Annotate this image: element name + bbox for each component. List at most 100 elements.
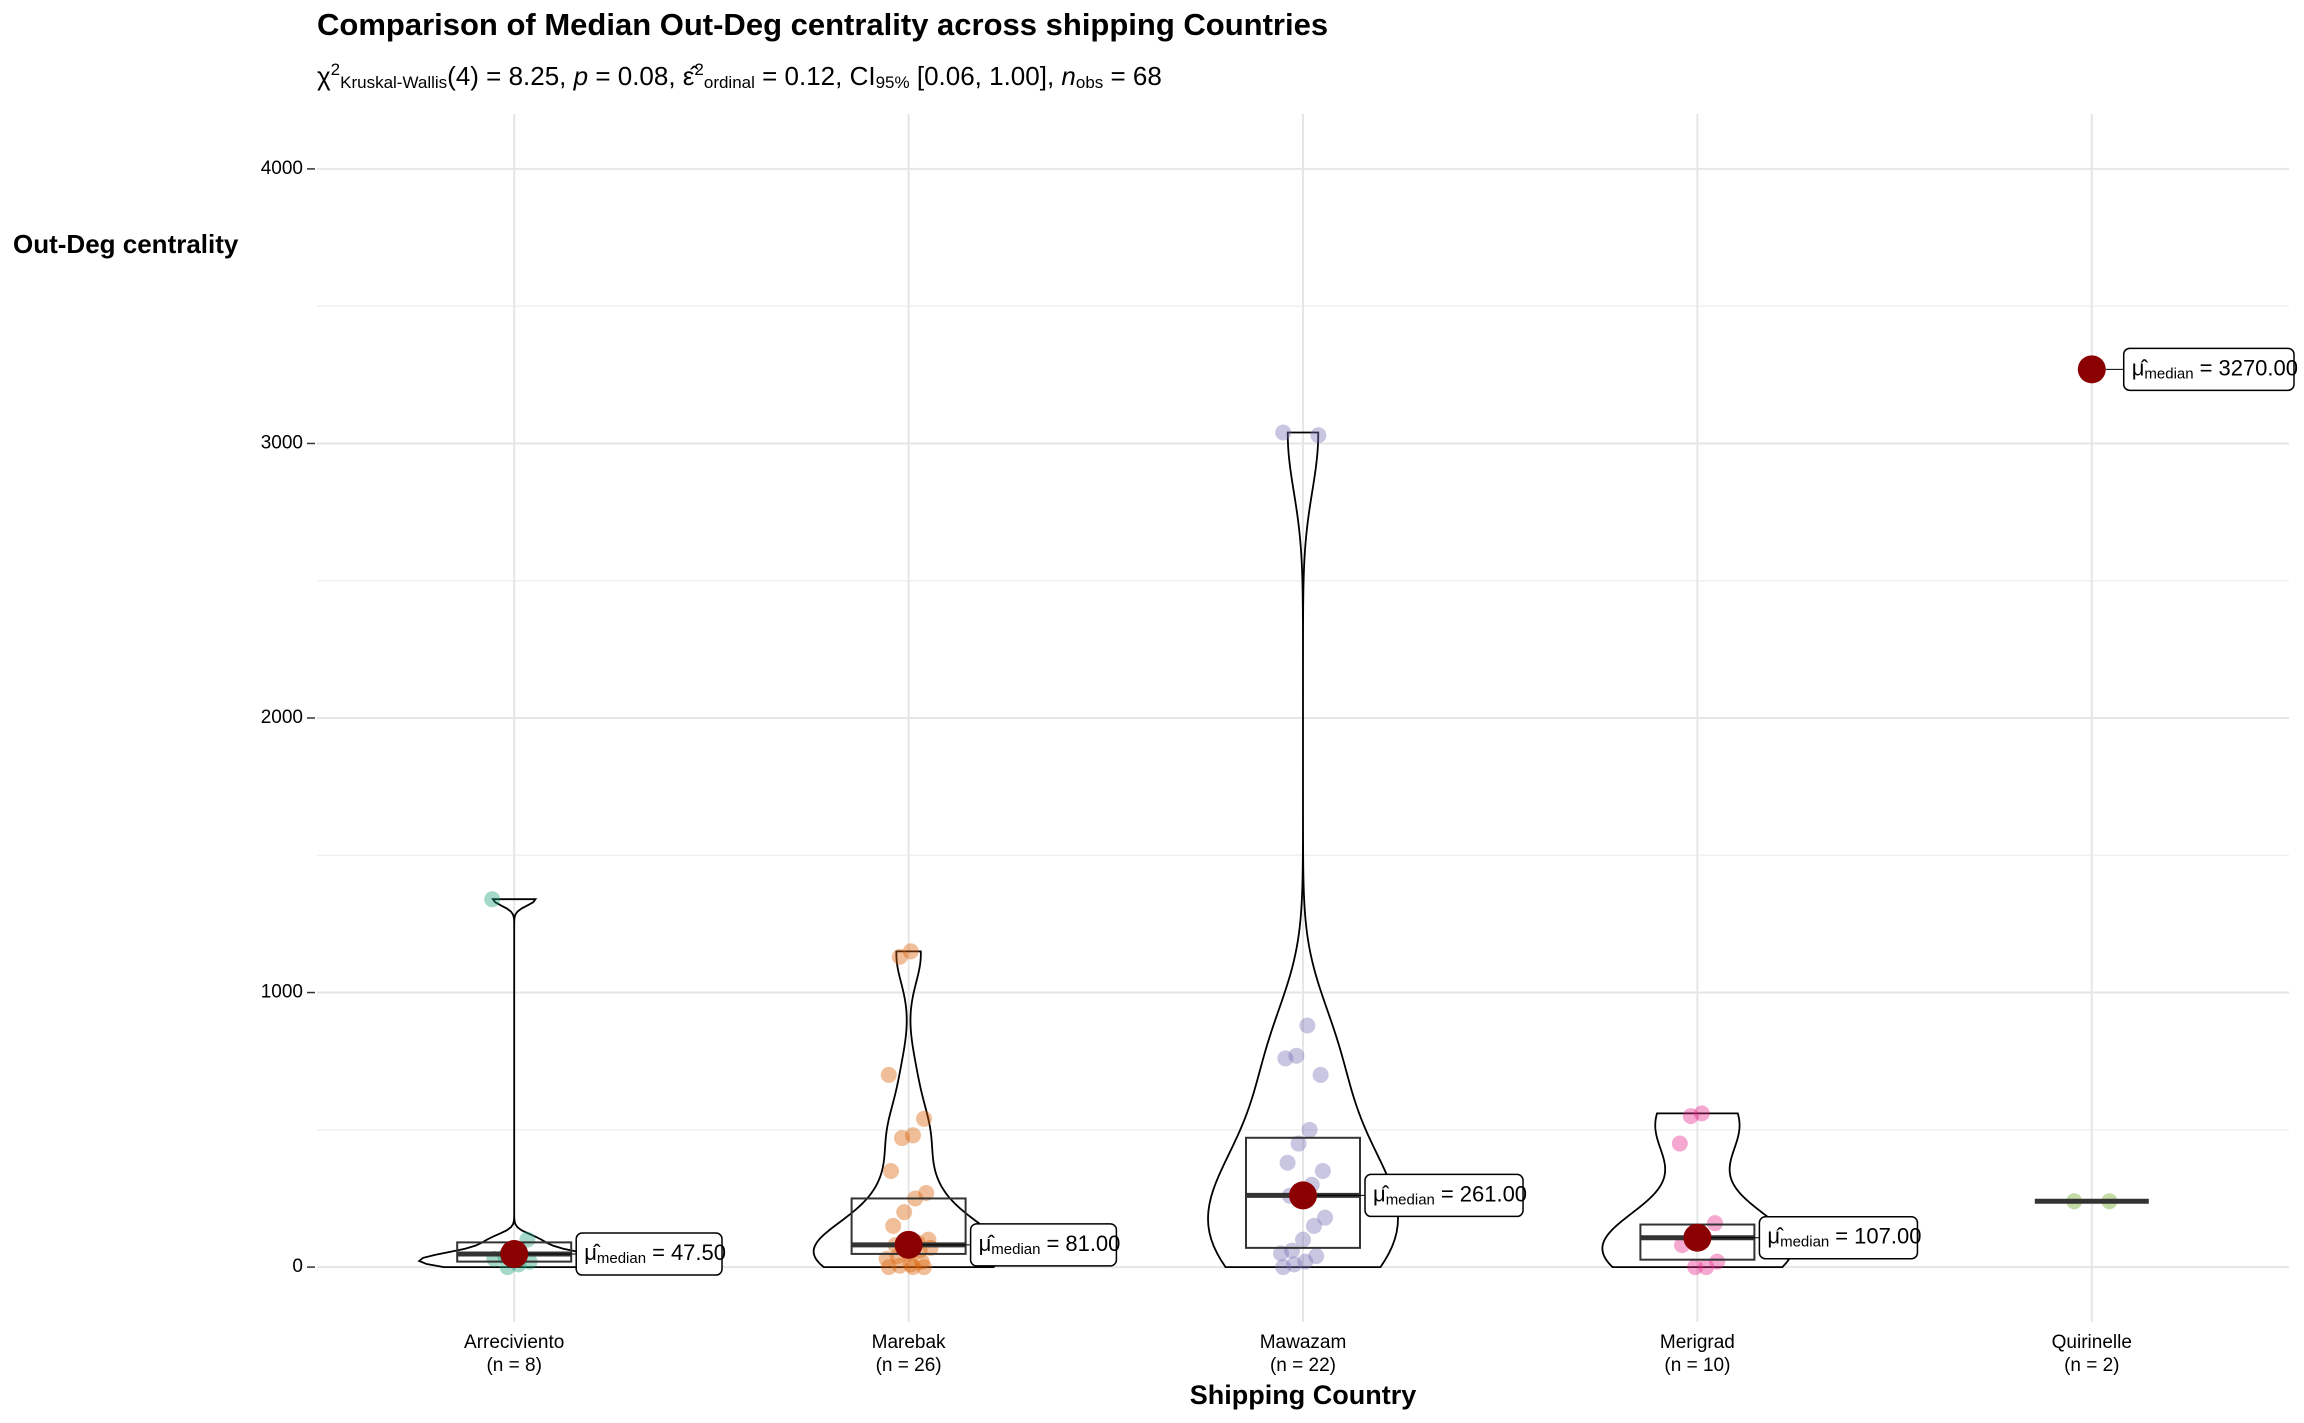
x-tick-label: Quirinelle [2052, 1332, 2132, 1353]
x-count-label: (n = 8) [486, 1355, 541, 1376]
x-axis-title: Shipping Country [1190, 1380, 1416, 1410]
median-dot [500, 1240, 529, 1269]
x-tick-label: Merigrad [1660, 1332, 1735, 1353]
point [905, 1259, 921, 1276]
median-label-text: μ̂median = 261.00 [1373, 1181, 1527, 1208]
subtitle-part: n [1061, 61, 1075, 91]
median-eq: = [1046, 1231, 1059, 1256]
point [880, 1259, 897, 1276]
subtitle-part: = 0.12, CI [755, 61, 876, 91]
point [1671, 1135, 1688, 1152]
point [1277, 1050, 1294, 1067]
median-label: μ̂median = 47.50 [528, 1232, 726, 1276]
point [885, 1217, 902, 1234]
point [883, 1163, 899, 1179]
median-label-text: μ̂median = 3270.00 [2132, 355, 2298, 382]
point [1687, 1259, 1704, 1276]
point [1310, 427, 1327, 444]
point [1301, 1121, 1318, 1138]
violin [1207, 431, 1399, 1268]
point [1709, 1253, 1726, 1270]
x-count-label: (n = 26) [876, 1355, 942, 1376]
box [1245, 1136, 1361, 1249]
point [902, 943, 919, 960]
median-value: 261.00 [1460, 1181, 1527, 1206]
subtitle-part: Kruskal-Wallis [340, 73, 447, 92]
subtitle-part: ordinal [704, 73, 755, 92]
median-symbol: μ̂ [2132, 355, 2149, 380]
point [880, 1066, 897, 1083]
subtitle-part: 2 [331, 60, 340, 79]
median-dot [1289, 1181, 1317, 1210]
x-count-label: (n = 22) [1270, 1355, 1336, 1376]
point [918, 1184, 935, 1201]
point [905, 1127, 921, 1144]
point [1707, 1215, 1723, 1232]
point [891, 948, 908, 965]
subtitle-part: (4) = 8.25, [447, 61, 573, 91]
median-label-text: μ̂median = 81.00 [979, 1231, 1121, 1258]
median-sub: median [1386, 1192, 1435, 1209]
median-value: 47.50 [671, 1240, 726, 1265]
point [896, 1204, 913, 1221]
median-symbol: μ̂ [1767, 1224, 1784, 1249]
point [916, 1259, 932, 1276]
point [1279, 1154, 1296, 1171]
point [1693, 1105, 1710, 1122]
y-tick-label: 4000 [261, 158, 303, 179]
median-label-text: μ̂median = 47.50 [584, 1240, 726, 1267]
point [894, 1130, 910, 1147]
median-label: μ̂median = 81.00 [922, 1223, 1121, 1267]
median-value: 107.00 [1854, 1224, 1921, 1249]
x-count-label: (n = 2) [2064, 1355, 2119, 1376]
median-symbol: μ̂ [979, 1231, 996, 1256]
chart-subtitle: χ2Kruskal-Wallis(4) = 8.25, p = 0.08, ε̂… [317, 60, 1162, 93]
chart-title: Comparison of Median Out-Deg centrality … [317, 7, 1328, 42]
subtitle-part: p [573, 61, 588, 91]
median-dot [894, 1230, 923, 1259]
y-tick-label: 2000 [261, 707, 303, 728]
point [916, 1110, 932, 1127]
median-dot [2077, 355, 2106, 384]
median-value: 3270.00 [2218, 355, 2298, 380]
y-axis-title: Out-Deg centrality [13, 229, 239, 259]
subtitle-part: χ [317, 61, 331, 91]
point [1275, 1259, 1292, 1276]
point [1297, 1253, 1314, 1270]
point [484, 891, 501, 908]
y-tick-label: 1000 [261, 982, 303, 1003]
point [1299, 1017, 1316, 1034]
x-count-label: (n = 10) [1664, 1355, 1730, 1376]
point [1286, 1256, 1303, 1273]
x-tick-label: Arreciviento [464, 1332, 564, 1353]
subtitle-part: 95% [876, 73, 910, 92]
x-tick-label: Marebak [872, 1332, 946, 1353]
subtitle-part: = 68 [1103, 61, 1162, 91]
x-tick-label: Mawazam [1260, 1332, 1347, 1353]
median-eq: = [1441, 1181, 1454, 1206]
median-symbol: μ̂ [584, 1240, 601, 1265]
subtitle-part: = 0.08, [588, 61, 683, 91]
point [1682, 1108, 1699, 1125]
point [1284, 1242, 1300, 1259]
point [1290, 1135, 1307, 1152]
y-tick-label: 0 [292, 1256, 303, 1277]
median-sub: median [1780, 1234, 1829, 1251]
subtitle-part: 2 [694, 60, 703, 79]
point [1273, 1245, 1289, 1262]
point [902, 1256, 919, 1273]
median-eq: = [652, 1240, 665, 1265]
median-sub: median [597, 1250, 646, 1267]
point [1306, 1217, 1322, 1234]
violin [812, 950, 1005, 1268]
y-tick-label: 3000 [261, 432, 303, 453]
median-label: μ̂median = 107.00 [1711, 1215, 1921, 1260]
point [1308, 1248, 1325, 1265]
violin [417, 898, 611, 1268]
point [1317, 1209, 1333, 1226]
median-symbol: μ̂ [1373, 1181, 1390, 1206]
median-label-text: μ̂median = 107.00 [1767, 1224, 1921, 1251]
point [1312, 1066, 1329, 1083]
median-value: 81.00 [1065, 1231, 1120, 1256]
